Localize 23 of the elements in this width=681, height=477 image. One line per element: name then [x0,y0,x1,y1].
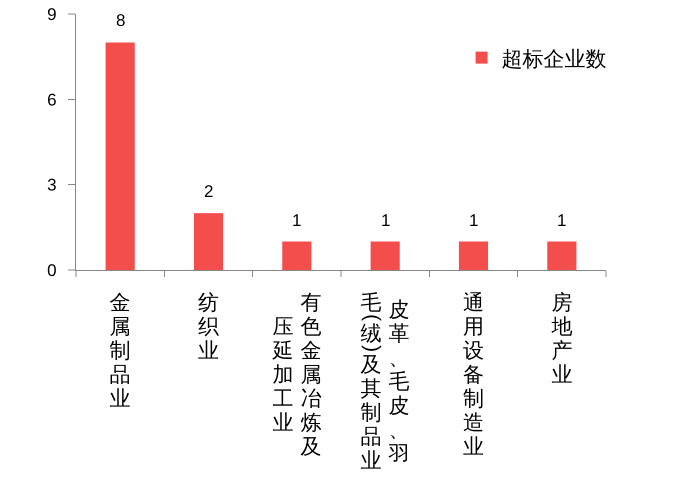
x-tick-label: 房地产业 [550,292,572,387]
y-tick-label: 6 [47,90,57,110]
bar [370,242,400,270]
y-tick-label: 9 [47,4,57,24]
y-tick-label: 3 [47,176,57,195]
x-tick-label: 纺织业 [198,292,219,363]
y-tick-label: 0 [47,260,57,280]
data-label: 1 [469,211,478,230]
data-label: 2 [204,182,214,201]
x-tick-label: 通用设备制造业 [463,292,484,459]
data-label: 1 [381,211,390,230]
x-tick-label: 有色金属冶炼及压延加工业 [271,292,322,459]
bar [282,242,312,270]
x-tick-label: 皮革、毛皮、羽毛(绒)及其制品业 [360,292,410,473]
bar [194,213,224,270]
bar [458,242,488,270]
bar [547,242,576,270]
data-label: 1 [557,211,566,230]
data-label: 8 [116,11,126,30]
data-label: 1 [292,211,302,230]
x-tick-label: 金属制品业 [110,292,131,411]
bar [106,42,135,270]
legend-label: 超标企业数 [502,48,607,71]
